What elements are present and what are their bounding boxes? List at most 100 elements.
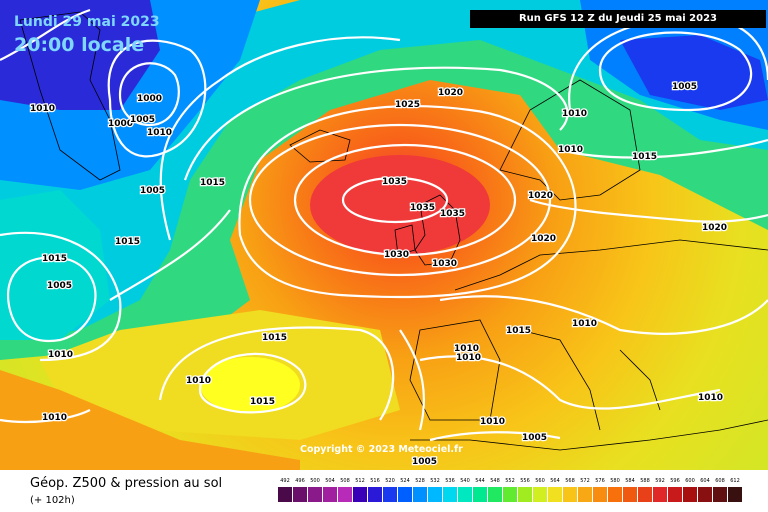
legend-tick-label: 564 (550, 478, 560, 484)
africa-coast (410, 419, 768, 451)
isobar-label: 1015 (262, 333, 287, 343)
legend-tick-label: 552 (505, 478, 515, 484)
isobar-iberia (399, 329, 426, 431)
isobar-label: 1035 (410, 203, 435, 213)
isobar-south-outer (158, 326, 395, 421)
legend-tick-label: 544 (475, 478, 485, 484)
isobar-europe-1015 (439, 295, 768, 335)
legend-swatch (458, 487, 472, 502)
model-run-label: Run GFS 12 Z du Jeudi 25 mai 2023 (470, 10, 766, 28)
uk-coast (414, 194, 461, 266)
isobar-sw-1010 (0, 409, 91, 424)
isobar-label: 1015 (506, 326, 531, 336)
legend-swatch (668, 487, 682, 502)
geopotential-yellow-low (200, 357, 300, 413)
legend-tick-label: 536 (445, 478, 455, 484)
forecast-date: Lundi 29 mai 2023 (14, 14, 160, 30)
product-title: Géop. Z500 & pression au sol (30, 476, 223, 491)
isobar-label: 1010 (572, 319, 597, 329)
legend-tick-label: 524 (400, 478, 410, 484)
legend-swatch (653, 487, 667, 502)
isobar-label: 1000 (108, 119, 133, 129)
legend-swatch (308, 487, 322, 502)
isobar-label: 1015 (250, 397, 275, 407)
legend-swatch (548, 487, 562, 502)
isobar-ne-1015 (559, 138, 768, 159)
forecast-lead-time: (+ 102h) (30, 495, 75, 506)
legend-swatch (368, 487, 382, 502)
isobar-1015-b (109, 209, 231, 301)
isobar-1025 (238, 104, 577, 299)
isobar-label: 1000 (137, 94, 162, 104)
legend-swatch (383, 487, 397, 502)
legend-tick-label: 532 (430, 478, 440, 484)
legend-swatch (533, 487, 547, 502)
isobar-europe-1010 (419, 355, 721, 410)
legend-tick-label: 512 (355, 478, 365, 484)
isobar-label: 1010 (454, 344, 479, 354)
legend-swatch (278, 487, 292, 502)
legend-tick-label: 508 (340, 478, 350, 484)
isobar-label: 1020 (531, 234, 556, 244)
legend-swatch (728, 487, 742, 502)
isobar-label: 1015 (200, 178, 225, 188)
legend-swatch (713, 487, 727, 502)
legend-tick-label: 504 (325, 478, 335, 484)
isobar-label: 1010 (456, 353, 481, 363)
legend-tick-label: 576 (595, 478, 605, 484)
isobar-label: 1010 (558, 145, 583, 155)
isobar-label: 1010 (562, 109, 587, 119)
legend-swatch (323, 487, 337, 502)
isobar-label: 1010 (48, 350, 73, 360)
isobar-label: 1005 (672, 82, 697, 92)
legend-tick-label: 584 (625, 478, 635, 484)
isobar-label: 1030 (384, 250, 409, 260)
legend-tick-label: 528 (415, 478, 425, 484)
legend-swatch (578, 487, 592, 502)
greenland-coast (19, 11, 121, 181)
isobar-west-low-outer (0, 231, 122, 362)
geopotential-orange-sw (0, 370, 300, 470)
legend-tick-label: 568 (565, 478, 575, 484)
legend-tick-label: 592 (655, 478, 665, 484)
legend-swatch (593, 487, 607, 502)
isobar-1005-low (118, 62, 180, 127)
isobar-label: 1005 (522, 433, 547, 443)
legend-swatch (398, 487, 412, 502)
isobar-label: 1015 (42, 254, 67, 264)
legend-swatch (338, 487, 352, 502)
isobar-1010-low-a (107, 39, 207, 158)
legend-swatch (473, 487, 487, 502)
legend-tick-label: 492 (280, 478, 290, 484)
legend-tick-label: 540 (460, 478, 470, 484)
legend-tick-label: 572 (580, 478, 590, 484)
isobar-lines (0, 8, 768, 442)
legend-tick-label: 580 (610, 478, 620, 484)
legend-tick-label: 560 (535, 478, 545, 484)
legend-swatch (353, 487, 367, 502)
legend-tick-label: 612 (730, 478, 740, 484)
geopotential-cyan-west (0, 190, 110, 340)
forecast-time: 20:00 locale (14, 34, 145, 56)
isobar-label: 1010 (480, 417, 505, 427)
isobar-label: 1005 (47, 281, 72, 291)
isobar-1035-outer (293, 143, 517, 257)
isobar-label: 1010 (30, 104, 55, 114)
legend-tick-label: 600 (685, 478, 695, 484)
geopotential-indigo-low-east (620, 35, 768, 110)
legend-swatch (638, 487, 652, 502)
legend-tick-label: 516 (370, 478, 380, 484)
isobar-1035-inner (341, 176, 449, 224)
legend-swatch (443, 487, 457, 502)
legend-tick-label: 556 (520, 478, 530, 484)
isobar-1030 (248, 123, 552, 277)
isobar-label: 1010 (147, 128, 172, 138)
isobar-south-low (198, 352, 307, 414)
pressure-map: 1000100010051010101010051015102510201005… (0, 0, 768, 470)
europe-coast (409, 239, 768, 431)
isobar-label: 1030 (432, 259, 457, 269)
legend-swatch (488, 487, 502, 502)
isobar-west-low (7, 256, 97, 343)
isobar-label: 1035 (382, 177, 407, 187)
